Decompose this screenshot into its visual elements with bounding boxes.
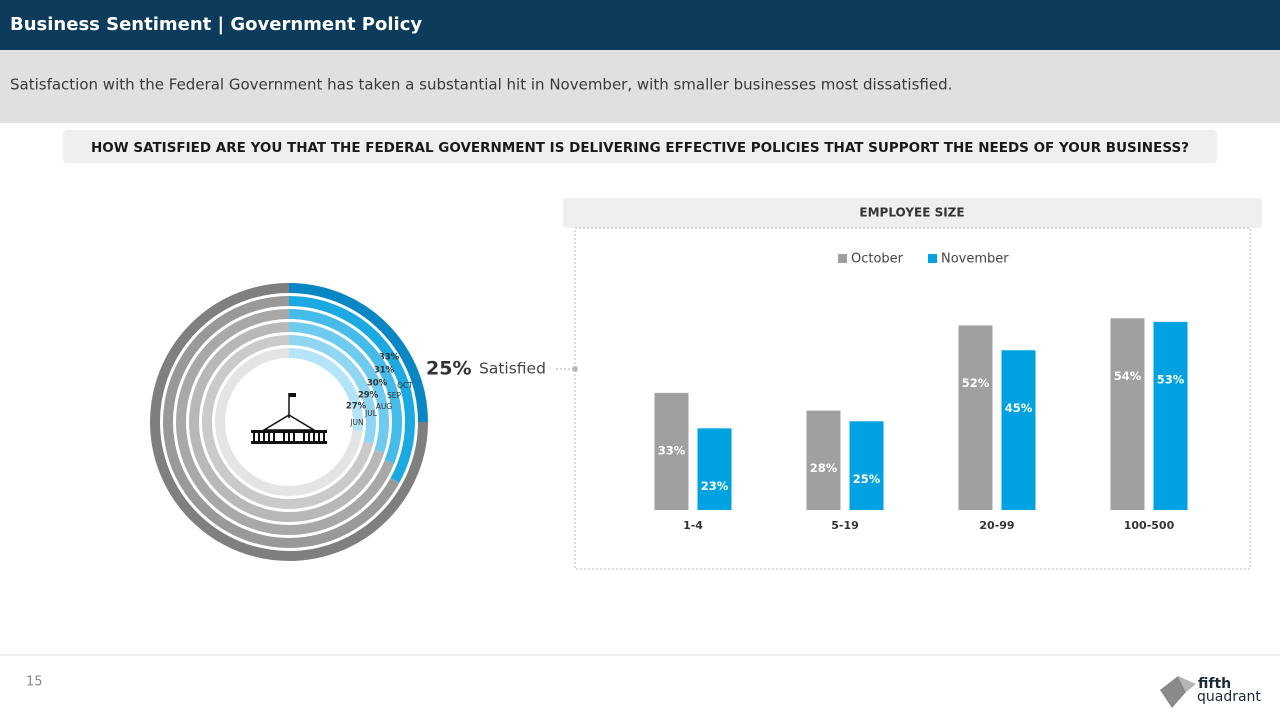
bar-value-label: 33% xyxy=(658,443,686,457)
legend-label: October xyxy=(851,252,904,267)
ring-arc xyxy=(288,296,415,483)
ring-arc xyxy=(288,335,376,444)
panel-frame xyxy=(574,227,1251,570)
ring-value-label: 25% xyxy=(426,358,471,380)
ring-value-label: 31% xyxy=(374,366,395,376)
question-box xyxy=(63,130,1217,163)
bar-value-label: 28% xyxy=(810,461,838,475)
ring-track xyxy=(150,283,428,561)
ring-track xyxy=(176,309,395,535)
bar-value-label: 45% xyxy=(1005,401,1033,415)
bar-value-label: 52% xyxy=(962,376,990,390)
ring-track xyxy=(202,335,374,509)
ring-value-label: 33% xyxy=(379,353,400,363)
x-tick-label: 1-4 xyxy=(683,519,703,532)
ring-category-label: OCT xyxy=(397,381,413,390)
logo-text: quadrant xyxy=(1197,689,1261,705)
ring-track xyxy=(163,296,400,548)
connector-dot xyxy=(572,366,578,372)
subtitle-band xyxy=(0,50,1280,123)
bar-value-label: 25% xyxy=(853,472,881,486)
bar xyxy=(849,421,884,510)
bar xyxy=(654,392,689,510)
x-tick-label: 100-500 xyxy=(1124,519,1175,532)
ring-track xyxy=(215,348,363,496)
x-tick-label: 20-99 xyxy=(979,519,1014,532)
bar xyxy=(806,410,841,510)
bar xyxy=(1110,318,1145,510)
bar-value-label: 54% xyxy=(1114,369,1142,383)
logo-mark xyxy=(1160,676,1196,708)
parliament-icon xyxy=(251,393,327,444)
bar xyxy=(697,428,732,510)
ring-category-label: JUL xyxy=(364,409,378,418)
ring-track xyxy=(189,322,385,522)
ring-value-label: 27% xyxy=(346,402,367,412)
legend-swatch xyxy=(928,254,937,263)
ring-value-label: 30% xyxy=(367,379,388,389)
ring-annotation: Satisfied xyxy=(479,360,546,378)
bar-value-label: 53% xyxy=(1157,372,1185,386)
bar xyxy=(1001,350,1036,510)
header-bar xyxy=(0,0,1280,50)
ring-category-label: SEP xyxy=(387,391,401,400)
ring-arc xyxy=(288,283,428,423)
legend-swatch xyxy=(838,254,847,263)
bar-value-label: 23% xyxy=(701,479,729,493)
page-number: 15 xyxy=(26,675,43,690)
bar xyxy=(1153,321,1188,510)
legend-label: November xyxy=(941,252,1009,267)
panel-header xyxy=(563,198,1262,228)
ring-category-label: JUN xyxy=(349,418,363,427)
page-title: Business Sentiment | Government Policy xyxy=(10,14,422,35)
ring-arc xyxy=(288,309,402,464)
ring-value-label: 29% xyxy=(358,391,379,401)
subtitle: Satisfaction with the Federal Government… xyxy=(10,76,952,94)
panel-title: EMPLOYEE SIZE xyxy=(859,206,964,220)
ring-arc xyxy=(288,322,389,453)
ring-arc xyxy=(288,348,363,432)
bar xyxy=(958,325,993,510)
x-tick-label: 5-19 xyxy=(831,519,859,532)
question: HOW SATISFIED ARE YOU THAT THE FEDERAL G… xyxy=(91,140,1189,156)
logo-text: fifth xyxy=(1198,676,1231,692)
ring-category-label: AUG xyxy=(376,402,393,411)
